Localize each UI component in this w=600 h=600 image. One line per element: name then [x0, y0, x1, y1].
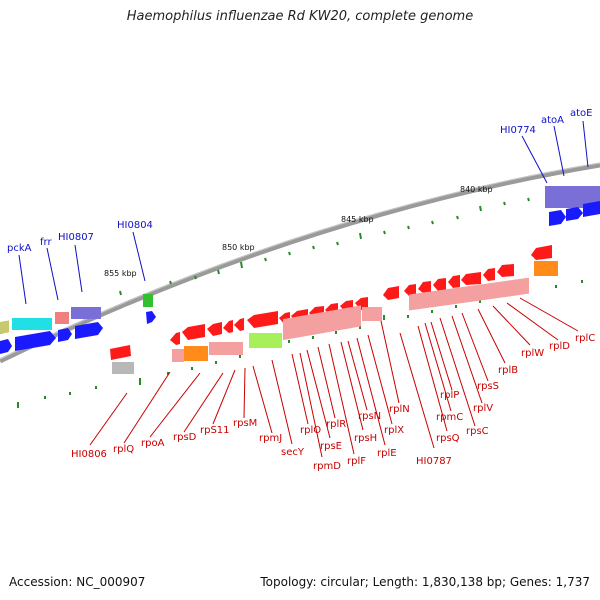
reverse-gene-arrow-rpsc[interactable] [483, 268, 495, 281]
cog-box-light-red-1 [172, 349, 184, 362]
gene-label-pcka[interactable]: pckA [7, 243, 32, 254]
forward-gene-arrow-atoa[interactable] [566, 207, 583, 221]
gene-label-rpsd[interactable]: rpsD [173, 432, 197, 443]
gene-label-rpln[interactable]: rplN [389, 404, 410, 415]
gene-label-rplq[interactable]: rplQ [113, 444, 134, 455]
gene-label-rpld[interactable]: rplD [549, 341, 570, 352]
reverse-gene-arrow-rplc[interactable] [531, 245, 552, 260]
cog-box-purple-right [545, 186, 600, 208]
reverse-gene-track [110, 245, 558, 374]
gene-label-rplb[interactable]: rplB [498, 365, 518, 376]
forward-gene-track-right [545, 186, 600, 226]
forward-gene-arrow-hi0807[interactable] [75, 322, 103, 339]
reverse-gene-arrow-rpsq[interactable] [433, 278, 446, 291]
outer-scale-ticks [0, 197, 530, 334]
cog-box-light-red-2 [209, 342, 243, 355]
reverse-gene-arrow-secy[interactable] [247, 311, 278, 328]
gene-label-rplv[interactable]: rplV [473, 403, 493, 414]
reverse-gene-arrow-rpmc[interactable] [448, 275, 460, 288]
gene-label-rplf[interactable]: rplF [347, 456, 366, 467]
scale-label-845: 845 kbp [341, 215, 374, 224]
gene-label-hi0806[interactable]: HI0806 [71, 449, 107, 460]
forward-gene-arrow[interactable] [0, 339, 12, 354]
reverse-label-lines [89, 297, 579, 458]
gene-label-frr[interactable]: frr [40, 237, 52, 248]
cog-box-grey [112, 362, 134, 374]
scale-label-850: 850 kbp [222, 243, 255, 252]
gene-label-rplw[interactable]: rplW [521, 348, 544, 359]
gene-label-rpsm[interactable]: rpsM [233, 418, 257, 429]
reverse-gene-arrow-rpsm[interactable] [234, 318, 244, 331]
gene-label-rpoa[interactable]: rpoA [141, 438, 165, 449]
gene-label-hi0787[interactable]: HI0787 [416, 456, 452, 467]
gene-label-rpsq[interactable]: rpsQ [436, 433, 460, 444]
accession-text: Accession: NC_000907 [9, 575, 146, 589]
gene-label-rpsh[interactable]: rpsH [354, 433, 377, 444]
forward-gene-track-left [0, 294, 156, 354]
gene-label-secy[interactable]: secY [281, 447, 305, 458]
gene-label-rpsn[interactable]: rpsN [358, 411, 381, 422]
gene-label-rpmc[interactable]: rpmC [436, 412, 463, 423]
cog-box-lime [249, 333, 282, 348]
forward-label-lines [18, 120, 589, 305]
gene-label-rpsc[interactable]: rpsC [466, 426, 489, 437]
page-title: Haemophilus influenzae Rd KW20, complete… [126, 9, 474, 24]
forward-gene-arrow-pcka[interactable] [15, 331, 56, 351]
cog-box-light-red-4 [362, 307, 382, 321]
gene-label-rpmj[interactable]: rpmJ [259, 433, 282, 444]
cog-box-light-red-3 [283, 305, 361, 341]
gene-label-hi0774[interactable]: HI0774 [500, 125, 536, 136]
cog-box-green [143, 294, 153, 307]
gene-label-atoe[interactable]: atoE [570, 108, 593, 119]
scale-label-855: 855 kbp [104, 269, 137, 278]
gene-label-rpse[interactable]: rpsE [320, 441, 342, 452]
cog-box-salmon [55, 312, 69, 324]
reverse-gene-arrow-rplq[interactable] [170, 332, 180, 345]
forward-gene-arrow-frr[interactable] [58, 328, 72, 342]
genome-summary-text: Topology: circular; Length: 1,830,138 bp… [260, 575, 590, 589]
gene-label-rpss[interactable]: rpsS [477, 381, 499, 392]
genome-backbone [0, 162, 600, 364]
reverse-gene-arrow-rpoa[interactable] [182, 324, 205, 340]
gene-label-hi0804[interactable]: HI0804 [117, 220, 153, 231]
cog-box-cyan [12, 318, 52, 330]
gene-label-rplr[interactable]: rplR [326, 419, 346, 430]
reverse-gene-arrow-rplx[interactable] [404, 284, 416, 296]
gene-label-atoa[interactable]: atoA [541, 115, 564, 126]
cog-box-purple [71, 307, 101, 319]
gene-label-rplc[interactable]: rplC [575, 333, 595, 344]
gene-label-rpmd[interactable]: rpmD [313, 461, 341, 472]
gene-label-rplp[interactable]: rplP [440, 390, 459, 401]
reverse-gene-arrow-rplb[interactable] [497, 264, 514, 277]
gene-label-hi0807[interactable]: HI0807 [58, 232, 94, 243]
cog-box-orange-1 [184, 346, 208, 361]
reverse-gene-arrow-rpln[interactable] [418, 281, 431, 293]
forward-gene-arrow-hi0774[interactable] [549, 210, 566, 226]
gene-label-rplo[interactable]: rplO [300, 425, 321, 436]
reverse-gene-arrow-rplp[interactable] [461, 272, 481, 285]
forward-gene-arrow-hi0804[interactable] [146, 311, 156, 324]
genome-backbone-highlight [0, 162, 600, 360]
reverse-gene-arrow-hi0806[interactable] [110, 345, 131, 360]
gene-label-rple[interactable]: rplE [377, 448, 397, 459]
gene-label-rplx[interactable]: rplX [384, 425, 404, 436]
reverse-gene-arrow-rps11[interactable] [223, 320, 233, 333]
reverse-gene-arrow-rple[interactable] [383, 286, 399, 300]
forward-gene-arrow-atoe[interactable] [583, 201, 600, 217]
scale-label-840: 840 kbp [460, 185, 493, 194]
cog-box-light-red-5 [409, 277, 529, 311]
gene-label-rps11[interactable]: rpS11 [200, 425, 230, 436]
cog-box-olive [0, 320, 9, 334]
reverse-gene-arrow-rpsd[interactable] [207, 322, 222, 336]
cog-box-orange-2 [534, 261, 558, 276]
